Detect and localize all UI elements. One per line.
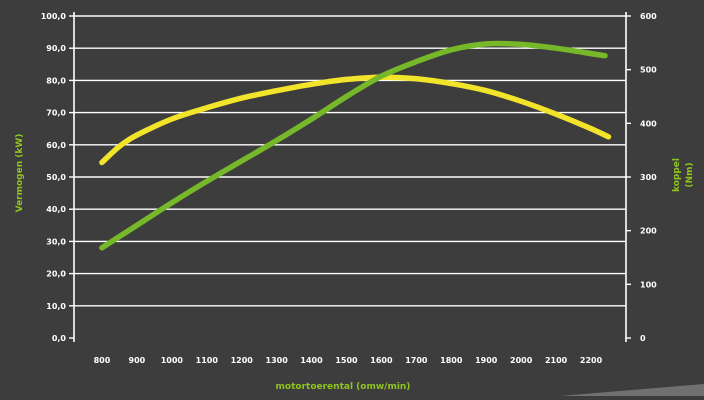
y-right-tick-label: 100: [640, 280, 657, 289]
x-tick-label: 1100: [196, 356, 219, 365]
x-tick-label: 1200: [231, 356, 254, 365]
x-tick-label: 2100: [545, 356, 568, 365]
y-right-tick-label: 0: [640, 334, 646, 343]
y-left-tick-label: 40,0: [46, 205, 66, 214]
y-right-axis-title-line1: koppel: [672, 158, 682, 192]
y-left-tick-label: 80,0: [46, 76, 66, 85]
x-tick-label: 1900: [475, 356, 498, 365]
x-tick-label: 1800: [440, 356, 463, 365]
x-tick-label: 2200: [580, 356, 603, 365]
y-left-tick-label: 30,0: [46, 237, 66, 246]
y-right-tick-label: 200: [640, 227, 657, 236]
series-line-koppel: [99, 40, 608, 251]
y-left-tick-label: 0,0: [52, 334, 67, 343]
y-right-tick-label: 300: [640, 173, 657, 182]
x-tick-label: 800: [94, 356, 111, 365]
x-tick-label: 1500: [335, 356, 358, 365]
y-left-tick-label: 10,0: [46, 302, 66, 311]
x-axis-title: motortoerental (omw/min): [276, 382, 411, 392]
y-left-axis-title: Vermogen (kW): [15, 134, 25, 213]
x-tick-label: 1400: [300, 356, 323, 365]
y-right-axis-title-line2: (Nm): [685, 162, 695, 187]
y-left-tick-label: 70,0: [46, 109, 66, 118]
x-tick-label: 900: [129, 356, 146, 365]
y-left-tick-label: 90,0: [46, 44, 66, 53]
y-left-tick-label: 20,0: [46, 270, 66, 279]
x-tick-label: 1600: [370, 356, 393, 365]
series-line-vermogen: [99, 74, 612, 166]
y-left-tick-label: 100,0: [41, 12, 67, 21]
corner-page-curl: [560, 384, 704, 396]
x-tick-label: 1700: [405, 356, 428, 365]
y-right-tick-label: 400: [640, 119, 657, 128]
y-right-tick-label: 600: [640, 12, 657, 21]
y-left-tick-label: 50,0: [46, 173, 66, 182]
x-tick-label: 1000: [161, 356, 184, 365]
x-tick-label: 2000: [510, 356, 533, 365]
x-tick-label: 1300: [266, 356, 289, 365]
y-right-tick-label: 500: [640, 66, 657, 75]
y-left-tick-label: 60,0: [46, 141, 66, 150]
